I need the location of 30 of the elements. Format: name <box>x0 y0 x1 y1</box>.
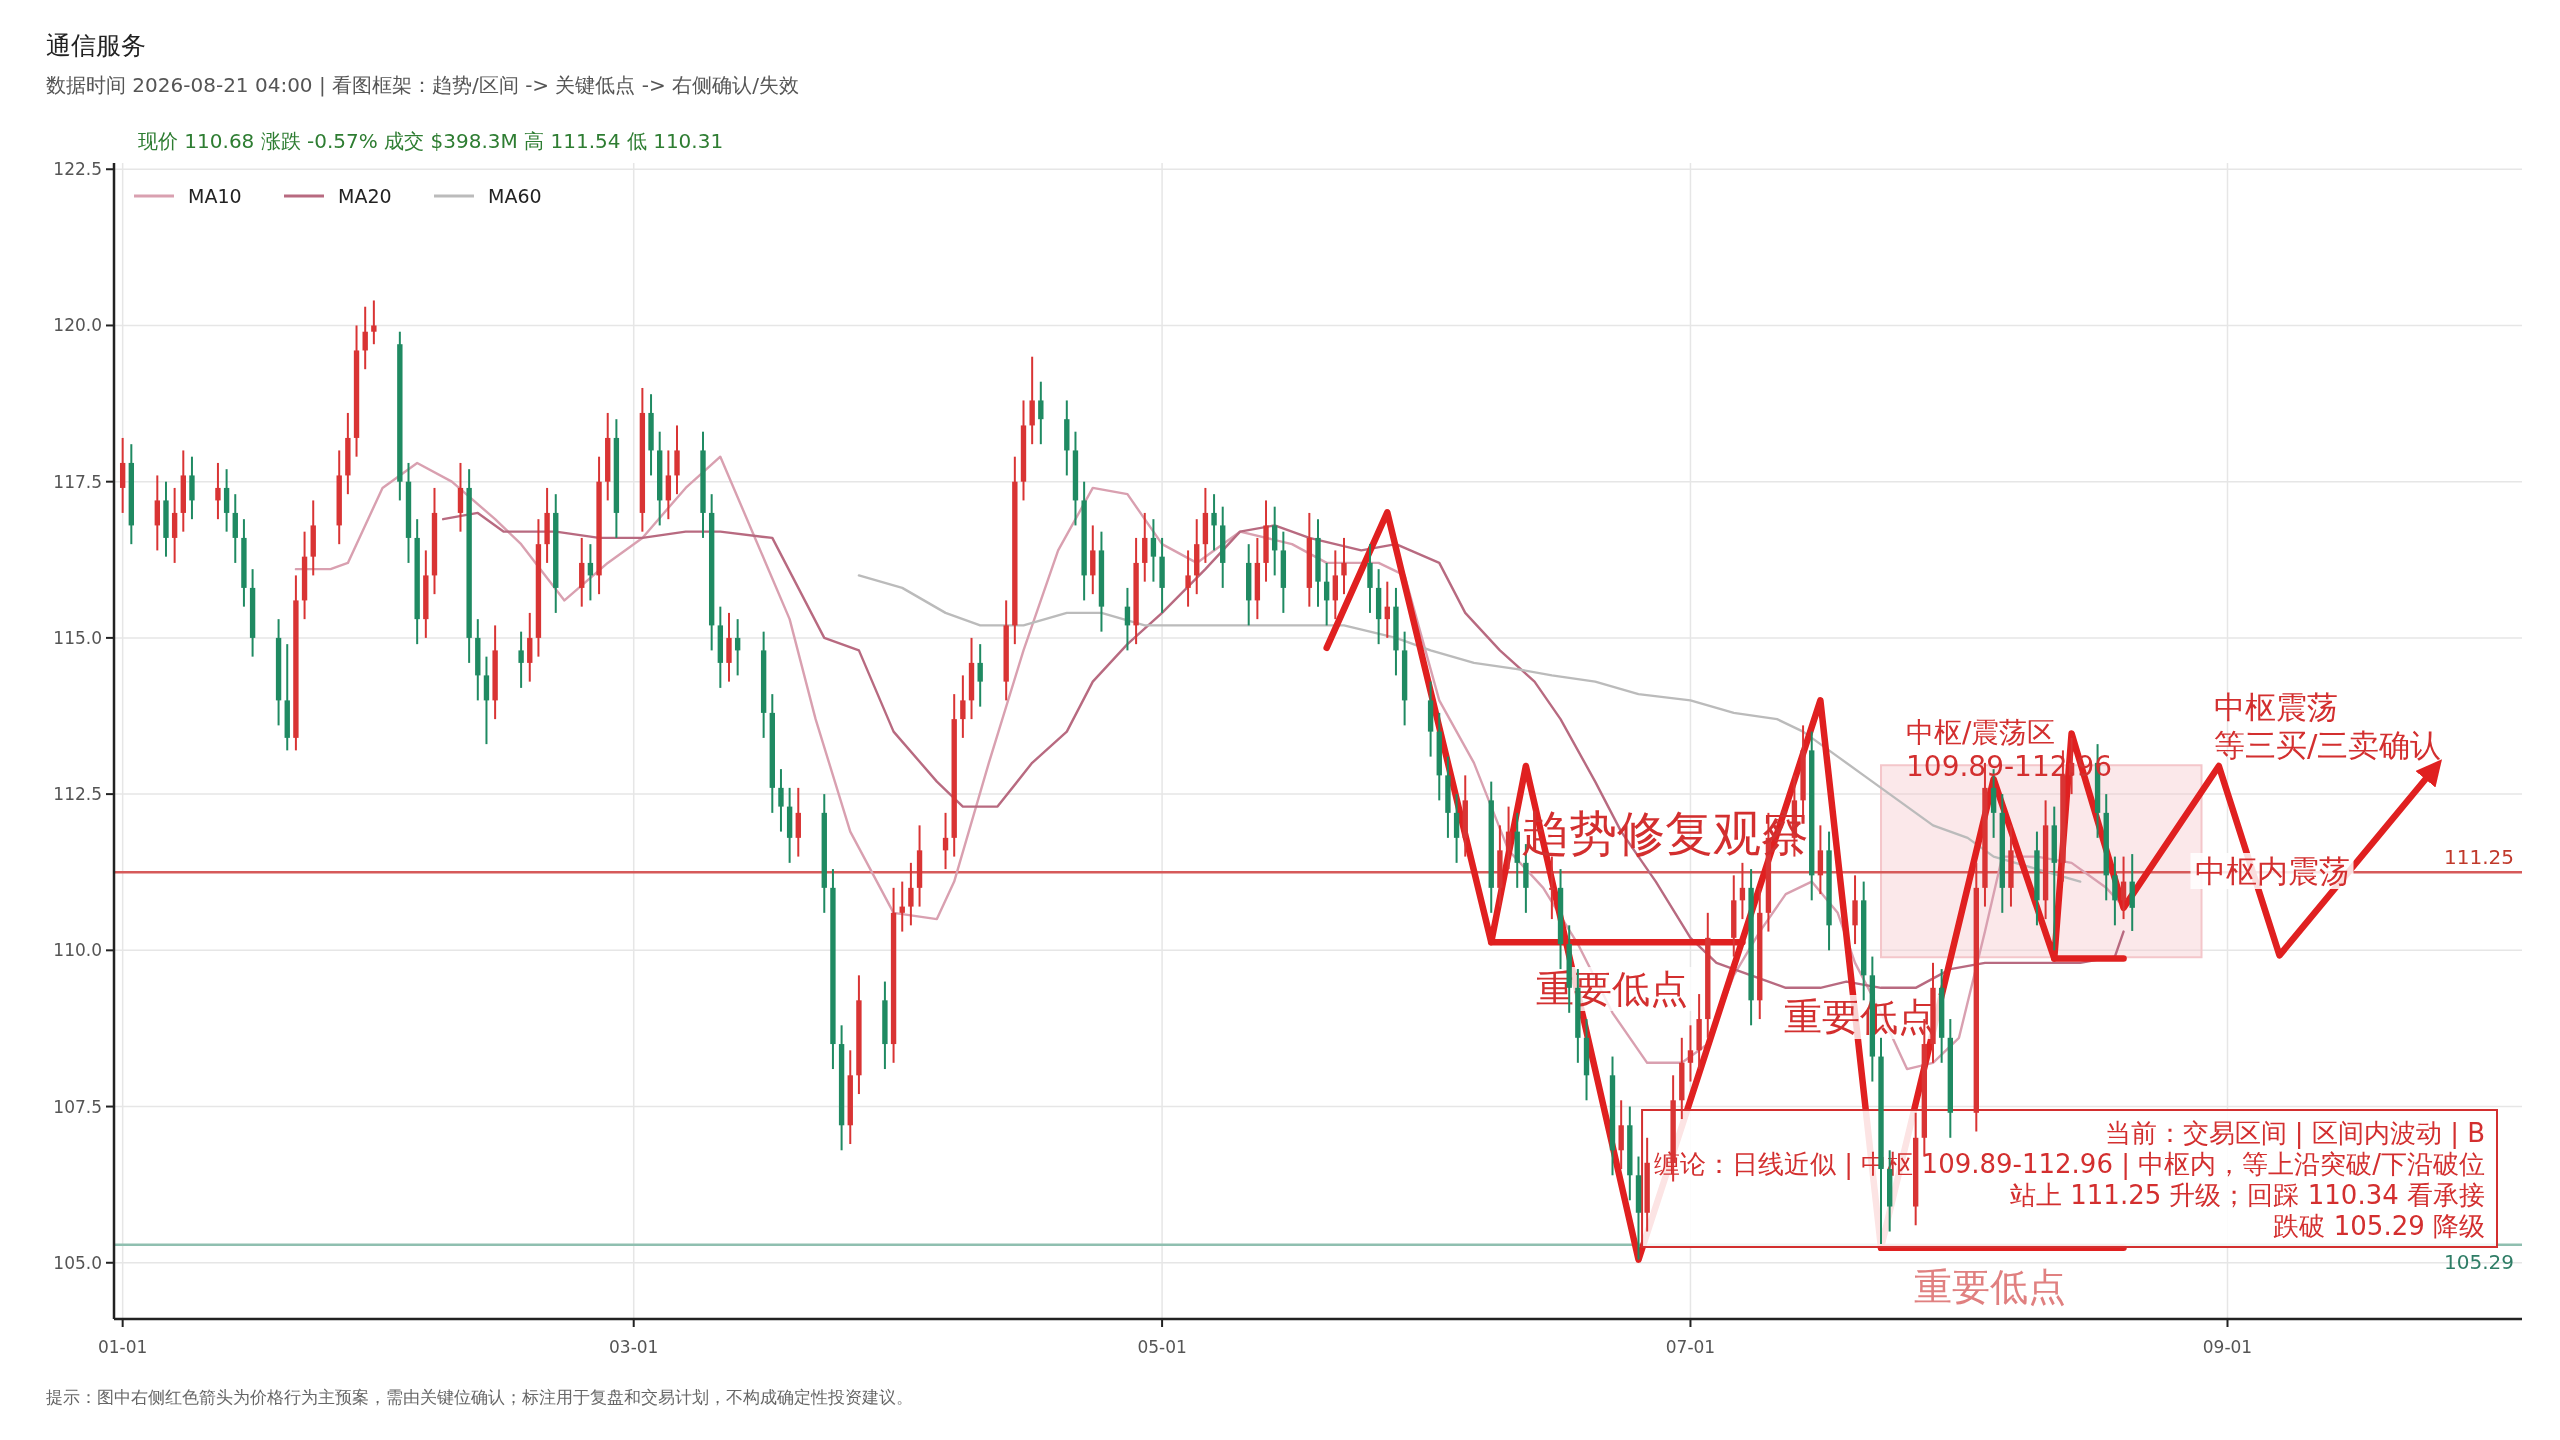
annotation: 站上 111.25 升级；回踩 110.34 看承接 <box>2009 1180 2485 1210</box>
ref-line-label: 111.25 <box>2444 845 2514 870</box>
y-tick-label: 105.0 <box>53 1252 102 1273</box>
y-tick-label: 122.5 <box>53 159 102 180</box>
x-tick-label: 09-01 <box>2202 1337 2253 1357</box>
chart-subtitle: 数据时间 2026-08-21 04:00 | 看图框架：趋势/区间 -> 关键低点 -> 右侧确认/失效 <box>46 73 799 97</box>
annotation: 重要低点 <box>1914 1265 2066 1309</box>
annotation: 中枢/震荡区 <box>1906 716 2056 749</box>
y-tick-label: 120.0 <box>53 315 102 336</box>
legend-label: MA20 <box>338 185 392 207</box>
text: 现价 110.68 涨跌 -0.57% 成交 $398.3M 高 111.54 低 110.31 <box>138 129 724 153</box>
annotation: 中枢震荡 <box>2214 689 2338 725</box>
y-tick-label: 117.5 <box>53 471 102 492</box>
legend-label: MA60 <box>488 185 542 207</box>
y-tick-label: 107.5 <box>53 1096 102 1117</box>
legend-label: MA10 <box>188 185 242 207</box>
text: 提示：图中右侧红色箭头为价格行为主预案，需由关键位确认；标注用于复盘和交易计划，不构成确定性投资建议。 <box>46 1387 913 1407</box>
annotation: 等三买/三卖确认 <box>2214 727 2442 763</box>
y-tick-label: 110.0 <box>53 940 102 961</box>
y-tick-label: 112.5 <box>53 784 102 805</box>
annotation: 跌破 105.29 降级 <box>2273 1211 2485 1241</box>
x-tick-label: 05-01 <box>1137 1337 1187 1357</box>
annotation: 中枢内震荡 <box>2194 853 2350 889</box>
x-tick-label: 01-01 <box>97 1337 148 1357</box>
x-tick-label: 07-01 <box>1665 1337 1716 1357</box>
ref-line-label: 105.29 <box>2444 1249 2514 1274</box>
annotation: 当前：交易区间 | 区间内波动 | B <box>2104 1118 2485 1149</box>
y-tick-label: 115.0 <box>53 627 102 648</box>
x-tick-label: 03-01 <box>609 1337 659 1357</box>
chart-title: 通信服务 <box>46 31 146 60</box>
